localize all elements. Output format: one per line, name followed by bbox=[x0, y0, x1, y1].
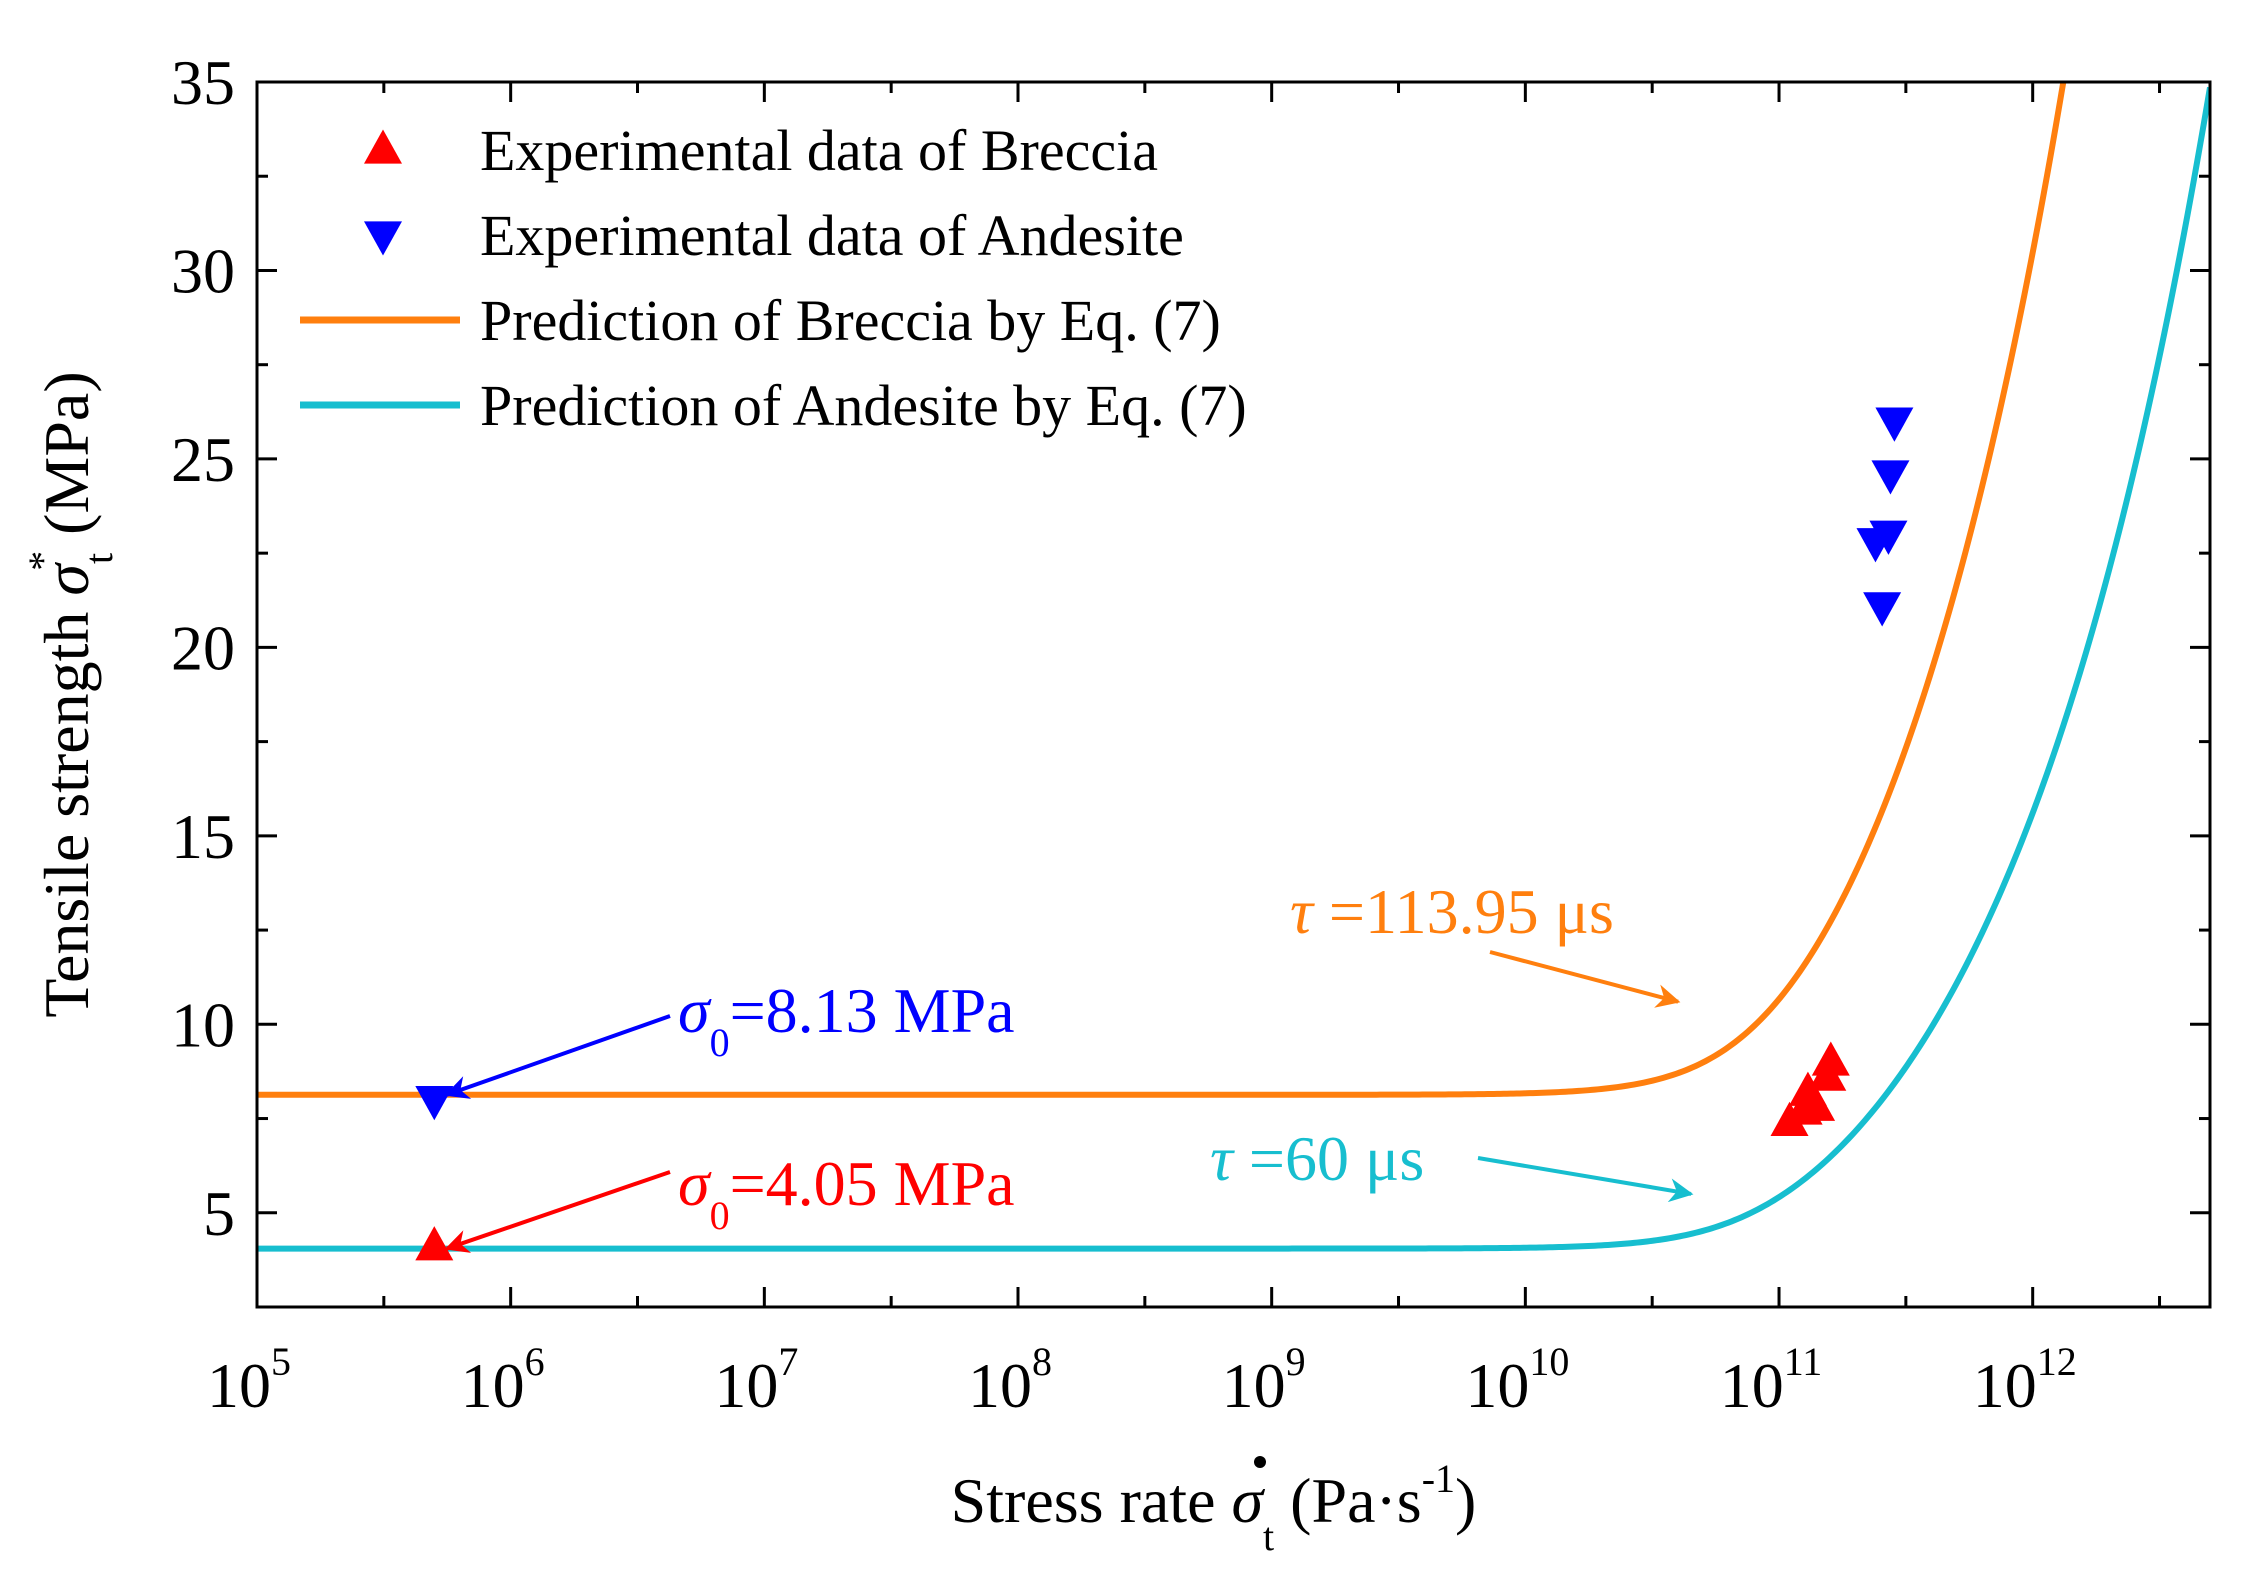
legend-marker-0 bbox=[364, 129, 402, 164]
y-tick-label-3: 20 bbox=[171, 612, 235, 683]
x-tick-label-0: 105 bbox=[207, 1339, 291, 1421]
series-line-1 bbox=[257, 86, 2210, 1252]
y-axis-title: Tensile strength σt* (MPa) bbox=[20, 371, 121, 1017]
y-tick-label-1: 10 bbox=[171, 989, 235, 1060]
x-tick-label-4: 109 bbox=[1222, 1339, 1306, 1421]
x-tick-label-3: 108 bbox=[968, 1339, 1052, 1421]
legend-marker-1 bbox=[364, 221, 402, 256]
annotation-arrow-andesite-sigma0 bbox=[444, 1014, 671, 1099]
series-1-point-3 bbox=[1869, 520, 1908, 555]
legend-label-3: Prediction of Andesite by Eq. (7) bbox=[480, 373, 1247, 438]
series-0-point-0 bbox=[415, 1226, 454, 1261]
series-line-0 bbox=[257, 82, 2067, 1098]
legend-label-2: Prediction of Breccia by Eq. (7) bbox=[480, 288, 1221, 353]
x-tick-label-5: 1010 bbox=[1465, 1339, 1569, 1421]
annotation-andesite-sigma0: σ0=8.13 MPa bbox=[678, 975, 1015, 1065]
series-1-point-5 bbox=[1875, 407, 1914, 442]
plot-area bbox=[257, 82, 2210, 1261]
legend-label-1: Experimental data of Andesite bbox=[480, 203, 1184, 268]
axes: 105 106 107 108 109 1010 1011 1012 5 10 15 20 25 30 35… bbox=[20, 47, 2212, 1559]
legend-label-0: Experimental data of Breccia bbox=[480, 118, 1158, 183]
series-0-point-4 bbox=[1788, 1071, 1827, 1106]
series-0-point-6 bbox=[1811, 1041, 1850, 1076]
x-tick-label-6: 1011 bbox=[1720, 1339, 1823, 1421]
y-tick-label-6: 35 bbox=[171, 47, 235, 118]
x-axis-title: Stress rate σt (Pa·s-1) bbox=[951, 1456, 1477, 1559]
annotations: σ0=8.13 MPa σ0=4.05 MPa τ =113.95 μs τ =60 … bbox=[444, 876, 1694, 1253]
y-tick-label-5: 30 bbox=[171, 235, 235, 306]
x-tick-label-1: 106 bbox=[461, 1339, 545, 1421]
plot-frame bbox=[255, 80, 2212, 1309]
annotation-breccia-sigma0: σ0=4.05 MPa bbox=[678, 1148, 1015, 1238]
x-axis-title-dot bbox=[1254, 1456, 1266, 1468]
annotation-arrow-breccia-sigma0 bbox=[444, 1170, 671, 1253]
y-tick-label-0: 5 bbox=[203, 1178, 235, 1249]
series-1-point-1 bbox=[1863, 592, 1902, 627]
annotation-andesite-tau: τ =60 μs bbox=[1210, 1123, 1424, 1194]
x-tick-label-7: 1012 bbox=[1973, 1339, 2077, 1421]
annotation-arrow-andesite-tau bbox=[1477, 1156, 1694, 1203]
series-1-point-4 bbox=[1871, 460, 1910, 495]
annotation-arrow-breccia-tau bbox=[1489, 950, 1681, 1008]
x-tick-label-2: 107 bbox=[714, 1339, 798, 1421]
series-1-point-0 bbox=[415, 1086, 454, 1121]
annotation-breccia-tau: τ =113.95 μs bbox=[1290, 876, 1614, 947]
y-tick-label-2: 15 bbox=[171, 801, 235, 872]
y-tick-label-4: 25 bbox=[171, 424, 235, 495]
legend: Experimental data of Breccia Experimental… bbox=[300, 118, 1247, 438]
